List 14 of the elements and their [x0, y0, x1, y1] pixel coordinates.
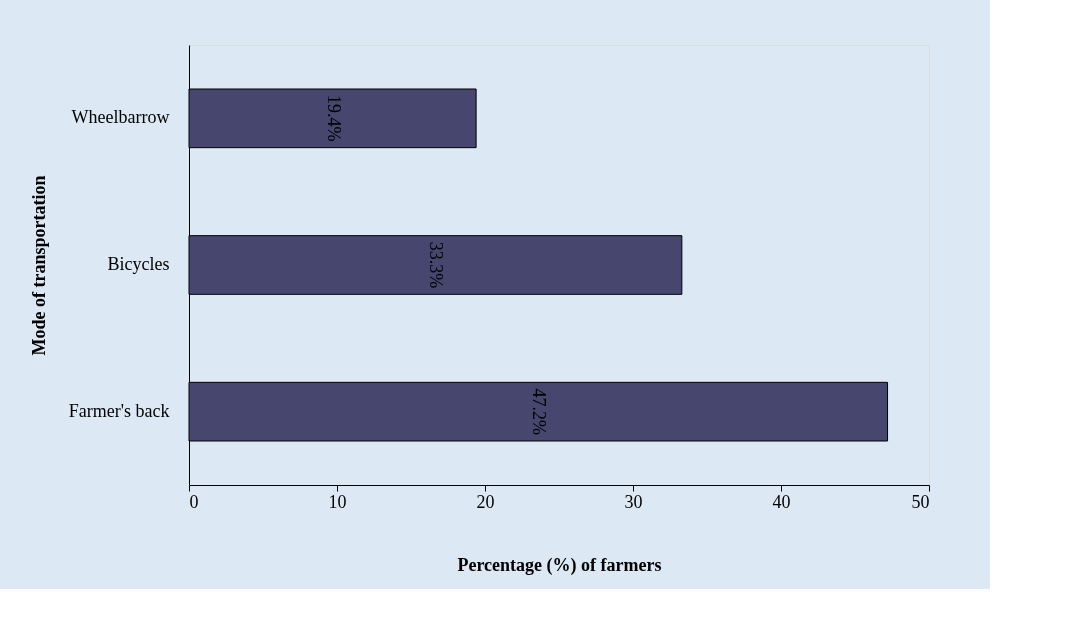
x-tick-label: 0	[189, 491, 199, 512]
y-axis-title: Mode of transportation	[28, 175, 49, 356]
data-label: 19.4%	[323, 95, 344, 142]
y-tick-label: Farmer's back	[68, 400, 170, 421]
data-label: 33.3%	[426, 241, 447, 289]
x-tick-label: 10	[328, 491, 347, 512]
y-tick-label: Wheelbarrow	[71, 107, 170, 128]
x-tick-label: 30	[624, 491, 643, 512]
x-tick-label: 40	[772, 491, 791, 512]
x-tick-label: 20	[476, 491, 495, 512]
x-tick-label: 50	[911, 491, 930, 512]
x-axis-title: Percentage (%) of farmers	[457, 554, 662, 576]
data-label: 47.2%	[529, 388, 550, 435]
y-tick-label: Bicycles	[107, 254, 170, 274]
